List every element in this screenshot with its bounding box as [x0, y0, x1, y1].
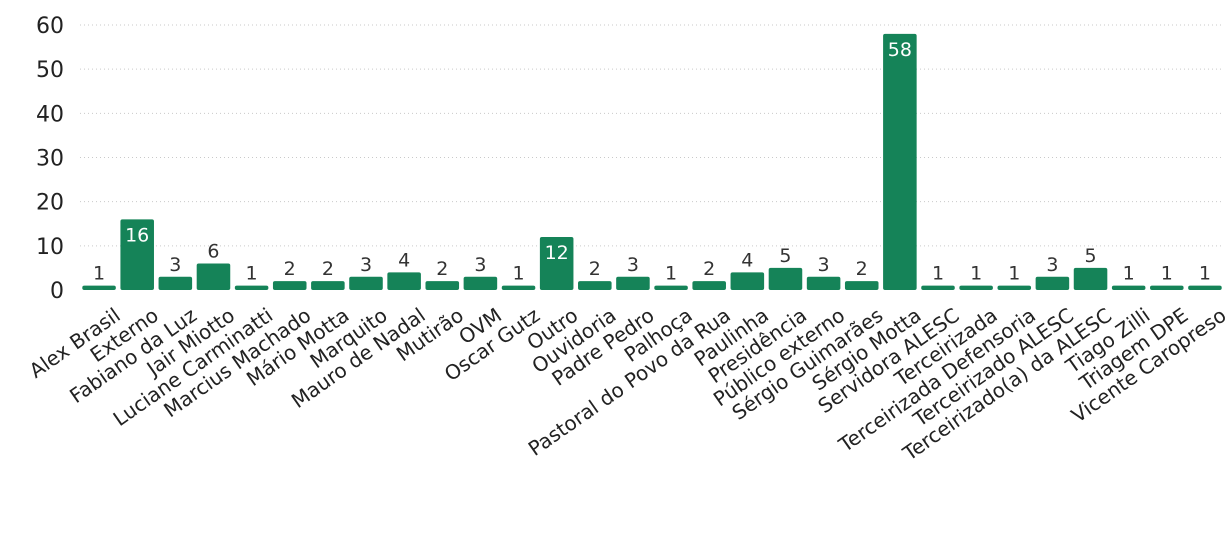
data-label: 1: [1123, 263, 1135, 285]
bar: [768, 267, 803, 290]
bar: [578, 281, 612, 290]
data-label: 3: [474, 254, 486, 276]
y-axis-ticks: 0 10 20 30 40 50 60: [36, 14, 64, 304]
y-tick-label: 20: [36, 191, 64, 216]
bar: [196, 263, 231, 290]
data-label: 1: [512, 263, 524, 285]
bar: [883, 33, 917, 290]
data-label: 58: [888, 39, 912, 61]
data-label: 3: [360, 254, 372, 276]
bar: [234, 285, 269, 290]
bar: [616, 276, 650, 290]
bar: [997, 285, 1032, 290]
bar: [1035, 276, 1070, 290]
gridlines: [80, 24, 1224, 247]
bar: [806, 276, 841, 290]
bar: [387, 272, 421, 290]
data-label: 2: [703, 258, 715, 280]
data-label: 3: [169, 254, 181, 276]
data-label: 1: [665, 263, 677, 285]
data-label: 4: [398, 249, 410, 271]
data-label: 1: [1199, 263, 1211, 285]
y-tick-label: 50: [36, 58, 64, 83]
bar: [425, 281, 460, 290]
data-label: 5: [1084, 245, 1096, 267]
y-tick-label: 40: [36, 102, 64, 127]
bar: [501, 285, 536, 290]
data-label: 6: [207, 241, 219, 263]
bar: [158, 276, 193, 290]
data-label: 1: [246, 263, 258, 285]
bar: [463, 276, 498, 290]
bar: [959, 285, 993, 290]
data-label: 2: [856, 258, 868, 280]
bar: [1150, 285, 1184, 290]
data-label: 1: [1161, 263, 1173, 285]
data-label: 2: [284, 258, 296, 280]
data-label: 1: [1008, 263, 1020, 285]
bar: [311, 281, 345, 290]
bar: [1111, 285, 1146, 290]
bar: [844, 281, 879, 290]
bar: [120, 219, 154, 290]
y-tick-label: 10: [36, 235, 64, 260]
y-tick-label: 30: [36, 147, 64, 172]
data-label: 16: [125, 224, 149, 246]
data-label: 3: [1046, 254, 1058, 276]
bar: [1073, 267, 1108, 290]
y-tick-label: 0: [50, 279, 64, 304]
data-label: 1: [970, 263, 982, 285]
bar: [272, 281, 307, 290]
bar: [654, 285, 688, 290]
data-label: 2: [436, 258, 448, 280]
data-label: 2: [589, 258, 601, 280]
y-tick-label: 60: [36, 14, 64, 39]
data-label: 4: [741, 249, 753, 271]
data-label: 3: [818, 254, 830, 276]
bar: [82, 285, 116, 290]
data-label: 1: [932, 263, 944, 285]
data-label: 1: [93, 263, 105, 285]
bar: [1188, 285, 1222, 290]
data-label: 12: [545, 242, 569, 264]
data-label: 3: [627, 254, 639, 276]
data-label: 2: [322, 258, 334, 280]
bars: [82, 33, 1222, 290]
data-label: 5: [779, 245, 791, 267]
bar: [730, 272, 765, 290]
bar: [349, 276, 383, 290]
bar: [692, 281, 726, 290]
bar: [921, 285, 955, 290]
bar: [539, 237, 574, 290]
